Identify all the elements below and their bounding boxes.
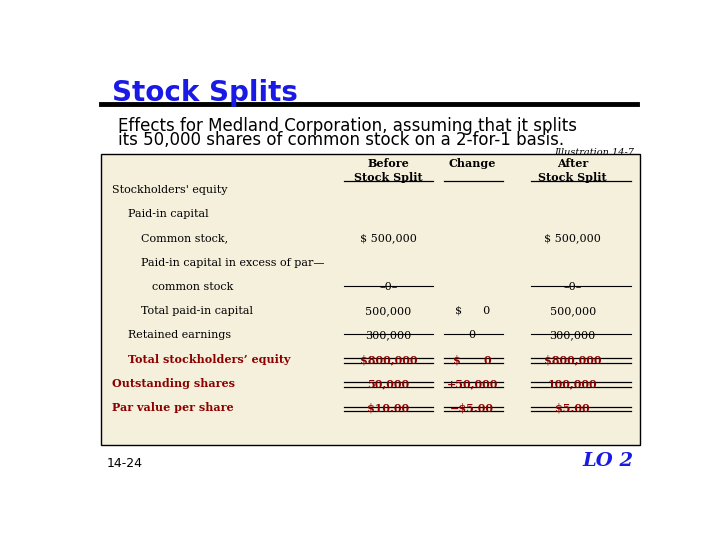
- Text: $ 500,000: $ 500,000: [360, 234, 417, 244]
- Text: $ 500,000: $ 500,000: [544, 234, 601, 244]
- Text: 500,000: 500,000: [549, 306, 595, 316]
- Text: 0: 0: [469, 330, 476, 340]
- Text: Illustration 14-7: Illustration 14-7: [554, 148, 634, 157]
- Text: 300,000: 300,000: [366, 330, 412, 340]
- Text: Outstanding shares: Outstanding shares: [112, 379, 235, 389]
- Text: $5.00: $5.00: [555, 402, 590, 414]
- Text: Paid-in capital: Paid-in capital: [128, 210, 209, 219]
- Text: Before
Stock Split: Before Stock Split: [354, 158, 423, 183]
- Text: Stock Splits: Stock Splits: [112, 79, 298, 107]
- Text: Stockholders' equity: Stockholders' equity: [112, 185, 228, 195]
- Text: 500,000: 500,000: [366, 306, 412, 316]
- Text: Total stockholders’ equity: Total stockholders’ equity: [128, 354, 290, 365]
- Text: −$5.00: −$5.00: [450, 402, 494, 414]
- Text: Effects for Medland Corporation, assuming that it splits: Effects for Medland Corporation, assumin…: [118, 117, 577, 135]
- Text: $10.00: $10.00: [367, 402, 410, 414]
- Text: Par value per share: Par value per share: [112, 402, 234, 414]
- Text: Common stock,: Common stock,: [141, 234, 228, 244]
- Text: After
Stock Split: After Stock Split: [539, 158, 607, 183]
- Text: –0–: –0–: [379, 282, 397, 292]
- Text: $800,000: $800,000: [360, 354, 418, 365]
- Text: 100,000: 100,000: [548, 379, 598, 389]
- Text: LO 2: LO 2: [583, 452, 634, 470]
- Text: –0–: –0–: [564, 282, 582, 292]
- Text: Total paid-in capital: Total paid-in capital: [141, 306, 253, 316]
- Text: Paid-in capital in excess of par—: Paid-in capital in excess of par—: [141, 258, 325, 268]
- Text: $      0: $ 0: [454, 306, 490, 316]
- Text: 300,000: 300,000: [549, 330, 595, 340]
- Text: Change: Change: [449, 158, 496, 170]
- Text: common stock: common stock: [153, 282, 234, 292]
- Text: 14-24: 14-24: [107, 457, 143, 470]
- Text: its 50,000 shares of common stock on a 2-for-1 basis.: its 50,000 shares of common stock on a 2…: [118, 131, 564, 150]
- FancyBboxPatch shape: [101, 154, 639, 445]
- Text: $      0: $ 0: [453, 354, 492, 365]
- Text: +50,000: +50,000: [446, 379, 498, 389]
- Text: Retained earnings: Retained earnings: [128, 330, 231, 340]
- Text: 50,000: 50,000: [367, 379, 410, 389]
- Text: $800,000: $800,000: [544, 354, 601, 365]
